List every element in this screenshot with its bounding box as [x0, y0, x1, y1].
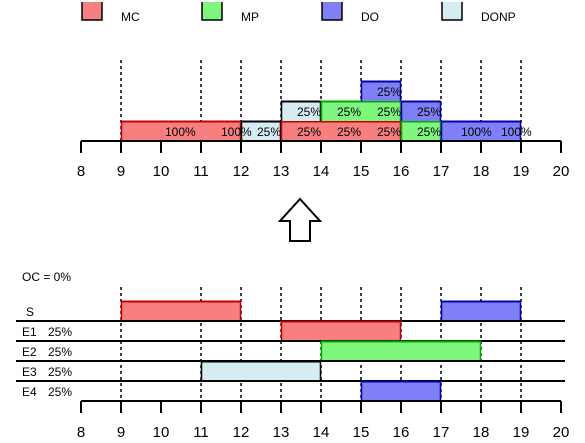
bottom-tick-label: 19: [513, 424, 530, 441]
row-bar-do: [440, 300, 522, 321]
row-percent: 25%: [48, 345, 72, 359]
legend-label: DONP: [481, 10, 516, 24]
combined-occupancy-chart: 100% 100% 25% 25% 25% 25% 25% 100% 100% 25% 25% 25%…: [77, 60, 570, 180]
combined-segment-donp: [240, 120, 282, 141]
segment-percent-label: 25%: [257, 125, 281, 139]
row-percent: 25%: [48, 385, 72, 399]
bottom-tick-label: 14: [313, 424, 330, 441]
segment-percent-label: 100%: [501, 125, 532, 139]
top-tick-label: 19: [513, 163, 530, 180]
row-bar-mp: [320, 340, 482, 361]
segment-percent-label: 25%: [417, 105, 441, 119]
top-tick-label: 17: [433, 163, 450, 180]
row-name: E2: [22, 345, 37, 359]
row-name: S: [26, 305, 34, 319]
segment-percent-label: 25%: [337, 125, 361, 139]
bottom-tick-label: 9: [117, 424, 125, 441]
legend-label: MC: [121, 10, 140, 24]
combined-segment-do: [360, 80, 402, 101]
bottom-tick-label: 20: [553, 424, 570, 441]
legend-swatch: [442, 2, 462, 20]
bottom-tick-label: 13: [273, 424, 290, 441]
top-tick-label: 12: [233, 163, 250, 180]
row-bar-mc: [120, 300, 242, 321]
top-tick-label: 20: [553, 163, 570, 180]
top-tick-label: 16: [393, 163, 410, 180]
top-tick-label: 9: [117, 163, 125, 180]
segment-percent-label: 25%: [377, 85, 401, 99]
row-e2: E2 25%: [16, 340, 565, 362]
combined-segment-mp: [400, 120, 442, 141]
bottom-tick-label: 11: [193, 424, 209, 441]
row-s: S: [16, 300, 565, 322]
row-e1: E1 25%: [16, 320, 565, 342]
top-tick-label: 8: [77, 163, 85, 180]
bottom-tick-label: 12: [233, 424, 250, 441]
combined-segment-mc: [280, 120, 402, 141]
bottom-tick-label: 10: [153, 424, 170, 441]
top-tick-label: 18: [473, 163, 490, 180]
row-e4: E4 25%: [22, 380, 442, 401]
up-arrow-icon: [277, 197, 323, 242]
row-bar-donp: [200, 360, 322, 381]
legend-swatch: [322, 2, 342, 20]
combined-segment-mc: [120, 120, 242, 141]
segment-percent-label: 25%: [377, 125, 401, 139]
legend-swatch: [82, 2, 102, 20]
combined-segment-donp: [280, 100, 322, 121]
top-tick-label: 13: [273, 163, 290, 180]
row-percent: 25%: [48, 325, 72, 339]
segment-percent-label: 25%: [417, 125, 441, 139]
segment-percent-label: 25%: [337, 105, 361, 119]
segment-percent-label: 100%: [221, 125, 252, 139]
segment-percent-label: 25%: [377, 105, 401, 119]
row-bar-mc: [280, 320, 402, 341]
legend-label: DO: [361, 10, 379, 24]
bottom-tick-label: 15: [353, 424, 370, 441]
top-tick-label: 14: [313, 163, 330, 180]
legend: MC MP DO DONP: [81, 2, 516, 24]
top-tick-label: 11: [193, 163, 209, 180]
oc-label: OC = 0%: [22, 270, 71, 284]
segment-percent-label: 100%: [165, 125, 196, 139]
row-percent: 25%: [48, 365, 72, 379]
legend-swatch: [202, 2, 222, 20]
combined-segment-do: [440, 120, 522, 141]
per-row-schedule-chart: S E1 25% E2 25% E3 25% E4 25% 8 9 10 11 12 13 14 15 16 17 1…: [16, 287, 569, 441]
row-e3: E3 25%: [16, 360, 565, 382]
combined-segment-mp: [320, 100, 402, 121]
row-name: E1: [22, 325, 37, 339]
row-name: E4: [22, 385, 37, 399]
segment-percent-label: 100%: [461, 125, 492, 139]
bottom-tick-label: 8: [77, 424, 85, 441]
top-tick-label: 15: [353, 163, 370, 180]
legend-item-mc: MC: [81, 2, 140, 24]
segment-percent-label: 25%: [297, 105, 321, 119]
legend-label: MP: [241, 10, 259, 24]
combined-segment-do: [400, 100, 442, 121]
bottom-tick-label: 18: [473, 424, 490, 441]
legend-item-mp: MP: [201, 2, 259, 24]
row-name: E3: [22, 365, 37, 379]
bottom-tick-label: 17: [433, 424, 450, 441]
top-tick-label: 10: [153, 163, 170, 180]
bottom-tick-label: 16: [393, 424, 410, 441]
legend-item-do: DO: [321, 2, 379, 24]
row-bar-do: [360, 380, 442, 401]
legend-item-donp: DONP: [441, 2, 516, 24]
segment-percent-label: 25%: [297, 125, 321, 139]
